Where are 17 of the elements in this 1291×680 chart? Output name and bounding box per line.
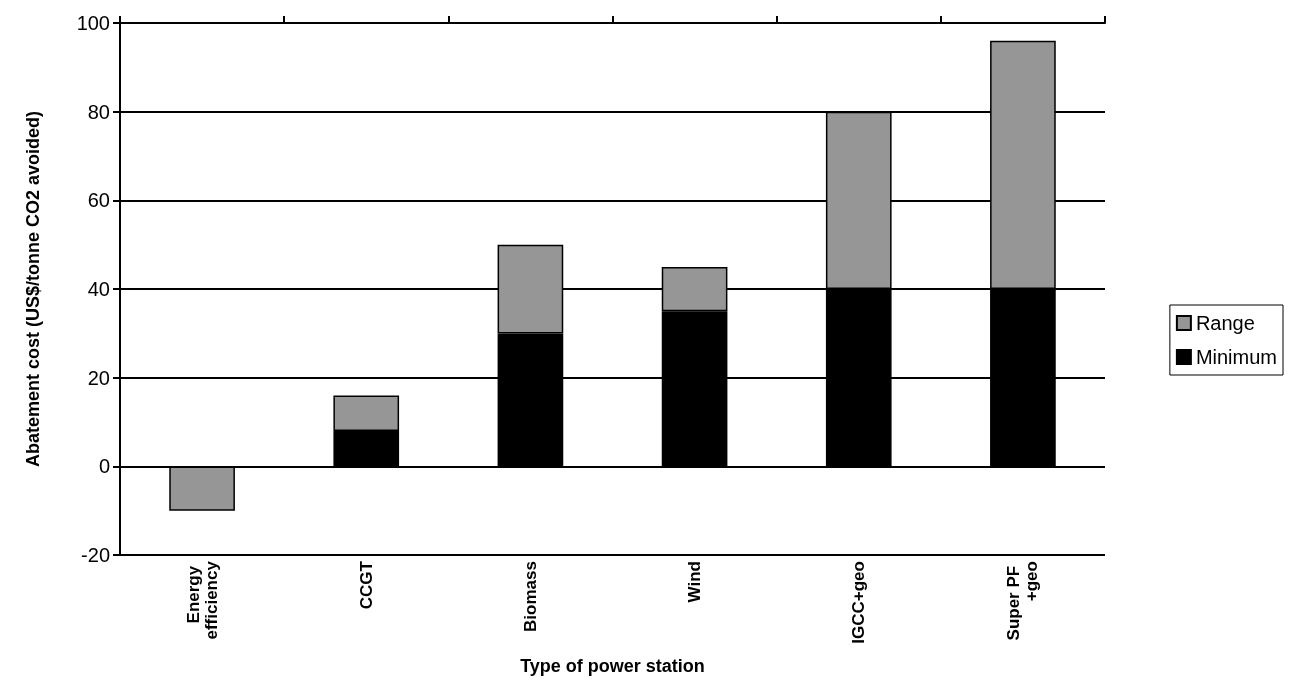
y-tick-label: 0 <box>98 455 110 478</box>
legend-label: Range <box>1195 312 1255 334</box>
y-tick-label: 20 <box>87 366 110 389</box>
x-tick-label: Super PF +geo <box>1004 561 1042 641</box>
y-axis-title: Abatement cost (US$/tonne CO2 avoided) <box>23 111 43 468</box>
y-tick-label: 80 <box>87 100 110 123</box>
y-tick-label: 60 <box>87 189 110 212</box>
x-tick-label: Energy efficiency <box>183 560 221 640</box>
y-tick-label: 100 <box>76 12 110 34</box>
x-tick-label: IGCC+geo <box>849 561 869 644</box>
y-tick-label: 40 <box>87 278 110 301</box>
legend-label: Minimum <box>1195 346 1278 368</box>
x-tick-label: CCGT <box>356 560 376 610</box>
x-axis-title: Type of power station <box>520 656 705 676</box>
x-tick-label: Wind <box>685 561 705 603</box>
x-tick-label: Biomass <box>520 561 540 632</box>
y-tick-label: -20 <box>81 544 110 567</box>
